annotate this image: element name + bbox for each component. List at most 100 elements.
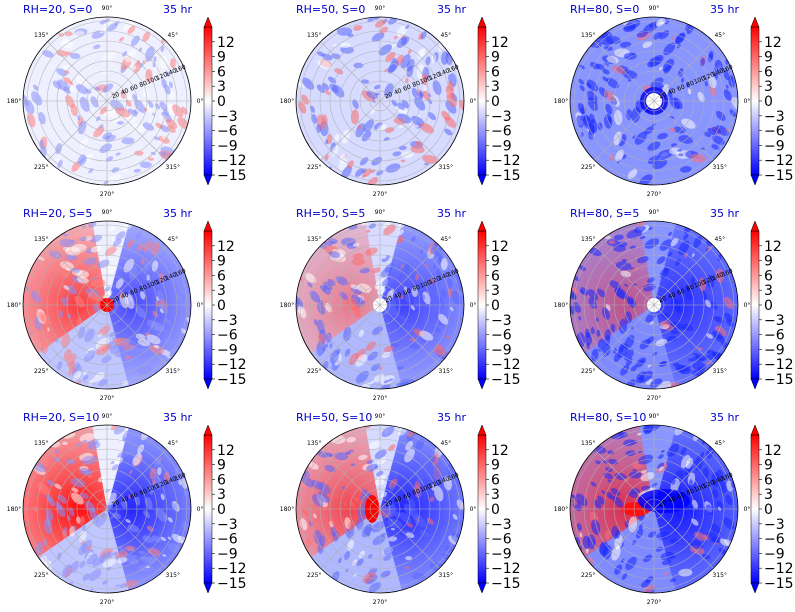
- angle-tick-label: 270°: [373, 395, 387, 402]
- radial-tick-label: 140: [437, 67, 450, 78]
- field-blob: [134, 150, 144, 156]
- field-blob: [595, 460, 602, 465]
- field-blob: [68, 365, 76, 375]
- field-blob: [656, 256, 666, 265]
- field-blob: [106, 566, 112, 571]
- field-blob: [702, 554, 711, 560]
- field-blob: [104, 286, 111, 292]
- field-blob: [165, 337, 178, 348]
- radial-tick-label: 120: [155, 275, 168, 286]
- radial-tick-label: 120: [428, 71, 441, 82]
- field-blob: [367, 351, 378, 361]
- field-blob: [301, 94, 309, 105]
- colorbar-tick-label: −9: [491, 138, 512, 154]
- field-blob: [348, 449, 354, 453]
- field-blob: [313, 318, 318, 326]
- field-blob: [317, 482, 331, 494]
- field-blob: [652, 32, 663, 40]
- radial-tick-label: 100: [146, 75, 159, 86]
- field-blob: [587, 289, 599, 301]
- colorbar-extend-min: [750, 582, 760, 594]
- field-blob: [712, 488, 719, 499]
- field-blob: [146, 274, 150, 281]
- field-blob: [679, 166, 692, 173]
- field-blob: [175, 276, 180, 284]
- field-blob: [87, 292, 101, 302]
- field-blob: [70, 477, 86, 488]
- field-blob: [32, 84, 39, 91]
- field-blob: [55, 337, 58, 343]
- field-blob: [358, 454, 368, 461]
- colorbar-extend-max: [203, 424, 213, 436]
- field-blob: [150, 241, 160, 256]
- field-blob: [107, 22, 118, 32]
- field-blob: [608, 154, 614, 162]
- field-blob: [678, 568, 693, 577]
- colorbar-tick-label: −15: [764, 576, 794, 592]
- polar-panel: 90°45°0°315°270°225°180°135°20 40 60 801001…: [554, 3, 794, 198]
- angle-tick-label: 135°: [34, 236, 48, 243]
- colorbar-tick-label: 0: [764, 94, 773, 110]
- radial-tick-label: 120: [702, 275, 715, 286]
- angle-tick-label: 225°: [34, 572, 48, 579]
- field-blob: [363, 119, 374, 132]
- field-blob: [621, 258, 627, 262]
- field-blob: [391, 57, 397, 64]
- field-blob: [377, 287, 386, 295]
- field-blob: [651, 123, 656, 127]
- colorbar-extend-min: [750, 378, 760, 390]
- field-blob: [121, 137, 135, 145]
- field-blob: [675, 32, 686, 44]
- field-blob: [138, 564, 154, 573]
- field-blob: [127, 25, 136, 34]
- field-blob: [405, 441, 414, 451]
- field-blob: [390, 527, 395, 531]
- polar-panel: 90°45°0°315°270°225°180°135°20 40 60 801001…: [280, 207, 521, 402]
- field-blob: [579, 265, 586, 271]
- field-blob: [90, 245, 102, 253]
- field-blob: [172, 104, 184, 118]
- colorbar-extend-max: [477, 16, 487, 28]
- field-blob: [353, 573, 357, 577]
- field-blob: [79, 433, 95, 443]
- field-blob: [87, 475, 93, 478]
- colorbar-tick-label: 12: [764, 443, 782, 459]
- field-blob: [421, 324, 427, 329]
- field-blob: [132, 93, 138, 102]
- field-blob: [669, 538, 679, 544]
- field-blob: [407, 49, 412, 55]
- angle-tick-label: 180°: [280, 98, 294, 105]
- field-blob: [102, 51, 116, 62]
- field-blob: [164, 318, 172, 325]
- field-blob: [400, 159, 406, 163]
- field-blob: [381, 277, 391, 287]
- field-blob: [159, 114, 167, 122]
- radial-tick-label: 80: [412, 284, 422, 293]
- field-blob: [670, 237, 679, 247]
- field-blob: [334, 133, 340, 143]
- field-blob: [374, 475, 388, 486]
- field-blob: [706, 333, 713, 339]
- colorbar-tick-label: −15: [491, 168, 521, 184]
- angle-tick-label: 270°: [647, 191, 661, 198]
- radial-tick-label: 100: [419, 75, 432, 86]
- field-blob: [305, 538, 312, 548]
- field-blob: [611, 487, 621, 496]
- field-blob: [635, 357, 646, 368]
- field-blob: [708, 53, 714, 63]
- colorbar-tick-label: −6: [217, 328, 238, 344]
- field-blob: [332, 530, 339, 542]
- field-blob: [133, 65, 136, 71]
- field-blob: [145, 565, 150, 569]
- field-blob: [81, 455, 98, 465]
- radial-tick-label: 40: [667, 87, 677, 96]
- field-blob: [88, 569, 102, 582]
- colorbar-tick-label: −15: [217, 168, 247, 184]
- field-blob: [157, 467, 162, 476]
- angle-tick-label: 45°: [167, 32, 178, 39]
- field-blob: [151, 260, 159, 272]
- field-blob: [419, 529, 430, 538]
- field-blob: [450, 306, 454, 312]
- field-blob: [114, 348, 130, 358]
- field-blob: [409, 343, 420, 350]
